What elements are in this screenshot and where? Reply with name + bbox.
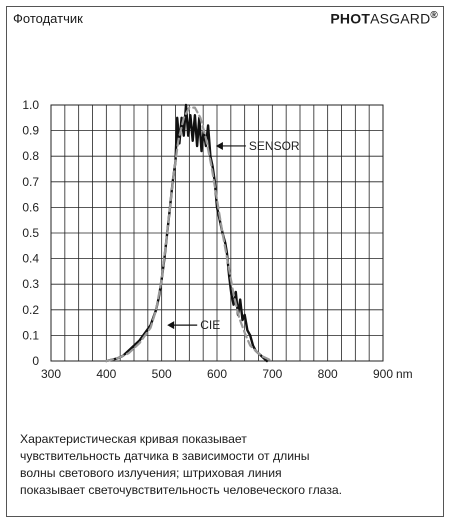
y-tick-label: 0.9 (22, 124, 39, 138)
x-tick-label: 400 (96, 367, 116, 381)
x-tick-label: 500 (152, 367, 172, 381)
y-tick-label: 0.1 (22, 328, 39, 342)
annotation-label: CIE (200, 318, 220, 332)
y-tick-label: 0.7 (22, 175, 39, 189)
y-tick-label: 0.6 (22, 200, 39, 214)
y-tick-label: 0.4 (22, 252, 39, 266)
caption-line: показывает светочувствительность человеч… (20, 483, 343, 497)
x-tick-label: 300 (41, 367, 61, 381)
caption-line: волны светового излучения; штриховая лин… (20, 466, 282, 480)
spectral-response-chart: 0 0.1 0.2 0.3 0.4 0.5 0.6 0.7 0.8 0.9 1.0 300 400 500… (22, 98, 413, 381)
brand-registered-mark: ® (430, 10, 438, 21)
x-axis-unit: nm (396, 367, 413, 381)
x-tick-label: 600 (207, 367, 227, 381)
brand-bold: PHOT (330, 10, 371, 27)
brand-regular: ASGARD (370, 10, 431, 27)
brand-logo: PHOTASGARD® (330, 10, 438, 27)
annotation-arrowhead (167, 321, 175, 330)
y-tick-label: 0.8 (22, 149, 39, 163)
x-tick-label: 900 (373, 367, 393, 381)
plot-area-border (50, 104, 384, 362)
annotation-arrowhead (215, 141, 223, 150)
annotation-label: SENSOR (249, 139, 300, 153)
y-tick-label: 0.3 (22, 277, 39, 291)
caption-line: чувствительность датчика в зависимости о… (20, 449, 310, 463)
series-line-cie (105, 106, 274, 363)
y-tick-label: 1.0 (22, 98, 39, 112)
y-tick-label: 0 (32, 354, 39, 368)
x-tick-label: 800 (318, 367, 338, 381)
y-tick-label: 0.5 (22, 226, 39, 240)
caption-line: Характеристическая кривая показывает (20, 432, 247, 446)
panel-title: Фотодатчик (13, 11, 83, 26)
x-tick-label: 700 (262, 367, 282, 381)
panel-frame (6, 6, 444, 517)
chart-caption: Характеристическая кривая показывает чув… (20, 431, 435, 499)
y-tick-label: 0.2 (22, 303, 39, 317)
